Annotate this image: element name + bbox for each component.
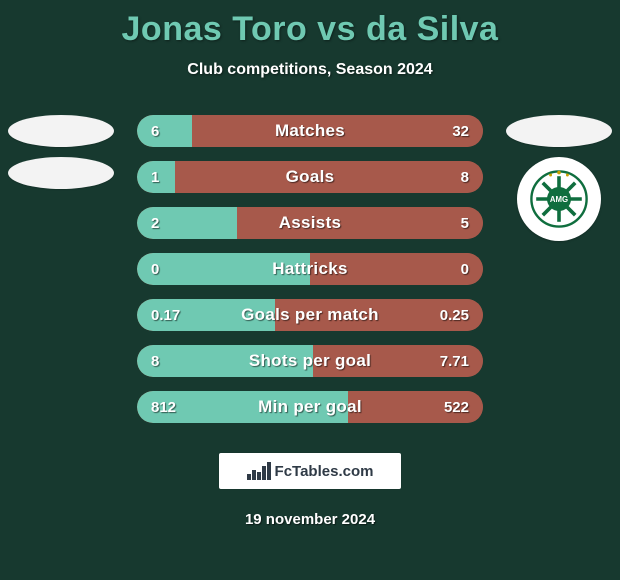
stat-metric-label: Hattricks bbox=[272, 259, 347, 279]
stat-left-value: 812 bbox=[151, 399, 176, 416]
stat-left-value: 0 bbox=[151, 261, 159, 278]
stat-left-value: 2 bbox=[151, 215, 159, 232]
crest-text: AMG bbox=[550, 195, 568, 204]
stat-row: 2 5 Assists bbox=[137, 207, 483, 239]
stat-metric-label: Matches bbox=[275, 121, 345, 141]
stat-bars: 6 32 Matches 1 8 Goals 2 5 Assists 0 0 Hattricks 0.1… bbox=[137, 115, 483, 423]
stat-metric-label: Min per goal bbox=[258, 397, 362, 417]
left-player-photo-placeholder bbox=[8, 115, 114, 147]
right-player-side: AMG bbox=[504, 115, 614, 241]
stat-metric-label: Assists bbox=[279, 213, 342, 233]
club-crest-icon: AMG bbox=[529, 169, 589, 229]
right-player-photo-placeholder bbox=[506, 115, 612, 147]
page-title: Jonas Toro vs da Silva bbox=[0, 0, 620, 49]
stat-right-value: 0 bbox=[461, 261, 469, 278]
left-player-club-placeholder bbox=[8, 157, 114, 189]
subtitle: Club competitions, Season 2024 bbox=[0, 61, 620, 79]
brand-icon bbox=[247, 462, 269, 480]
right-player-club-crest: AMG bbox=[517, 157, 601, 241]
stat-metric-label: Goals per match bbox=[241, 305, 379, 325]
stat-right-value: 7.71 bbox=[440, 353, 469, 370]
stat-left-value: 6 bbox=[151, 123, 159, 140]
stat-left-segment bbox=[137, 115, 192, 147]
stat-right-value: 8 bbox=[461, 169, 469, 186]
stat-row: 0 0 Hattricks bbox=[137, 253, 483, 285]
stat-metric-label: Goals bbox=[286, 167, 335, 187]
stat-right-value: 0.25 bbox=[440, 307, 469, 324]
stat-right-segment bbox=[237, 207, 483, 239]
brand-text: FcTables.com bbox=[275, 463, 374, 480]
stat-row: 0.17 0.25 Goals per match bbox=[137, 299, 483, 331]
stat-right-value: 522 bbox=[444, 399, 469, 416]
stat-row: 8 7.71 Shots per goal bbox=[137, 345, 483, 377]
stat-row: 1 8 Goals bbox=[137, 161, 483, 193]
snapshot-date: 19 november 2024 bbox=[0, 511, 620, 528]
stat-left-value: 0.17 bbox=[151, 307, 180, 324]
left-player-side bbox=[6, 115, 116, 189]
stat-right-value: 32 bbox=[452, 123, 469, 140]
stat-row: 6 32 Matches bbox=[137, 115, 483, 147]
stat-row: 812 522 Min per goal bbox=[137, 391, 483, 423]
stat-left-value: 8 bbox=[151, 353, 159, 370]
stat-metric-label: Shots per goal bbox=[249, 351, 371, 371]
stat-right-value: 5 bbox=[461, 215, 469, 232]
stat-left-value: 1 bbox=[151, 169, 159, 186]
comparison-content: AMG 6 32 Matches 1 8 Goals 2 5 Assists 0 0 Hattrick… bbox=[0, 115, 620, 423]
brand-badge[interactable]: FcTables.com bbox=[219, 453, 401, 489]
